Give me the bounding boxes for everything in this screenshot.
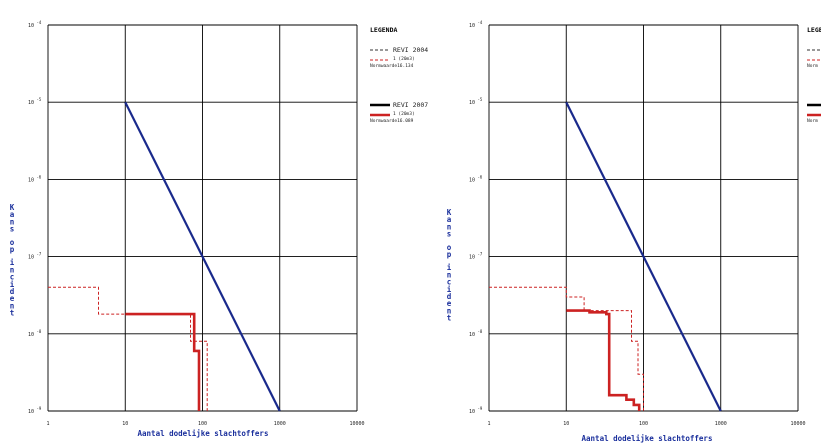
y-axis-label-char: a — [447, 215, 452, 224]
x-tick-label: 1 — [46, 421, 49, 427]
y-tick-base: 10 — [28, 409, 34, 415]
y-axis-label-char: i — [447, 263, 452, 272]
x-tick-label: 100 — [639, 421, 648, 427]
y-axis-label-char: p — [447, 250, 452, 259]
legend-norm-1: Norm — [807, 63, 818, 69]
y-tick-base: 10 — [28, 332, 34, 338]
y-axis-label-char: n — [10, 301, 15, 310]
y-tick-label: 10 -9 — [469, 406, 483, 415]
y-tick-label: 10 -6 — [28, 174, 42, 183]
x-tick-label: 1000 — [715, 421, 727, 427]
legend-norm-2: Normwaarde16.089 — [370, 118, 414, 124]
y-axis-label-char: n — [447, 306, 452, 315]
x-tick-label: 10000 — [790, 421, 805, 427]
y-axis-label-char: o — [447, 243, 452, 252]
y-axis-label-char: s — [10, 225, 15, 234]
y-tick-label: 10 -8 — [28, 329, 42, 338]
y-axis-label-char: a — [10, 210, 15, 219]
y-tick-label: 10 -8 — [469, 329, 483, 338]
series-line-1 — [489, 286, 644, 411]
y-tick-label: 10 -4 — [469, 20, 483, 29]
x-tick-label: 100 — [198, 421, 207, 427]
y-axis-label-char: s — [447, 230, 452, 239]
y-axis-label-char: t — [447, 314, 452, 323]
y-tick-base: 10 — [469, 255, 475, 261]
legend-label-2: REVI 2007 — [393, 101, 428, 109]
y-tick-exponent: -4 — [475, 20, 483, 25]
y-axis-label-char: c — [10, 273, 15, 282]
y-tick-exponent: -7 — [475, 252, 483, 257]
norm-line — [124, 101, 281, 412]
y-tick-label: 10 -5 — [469, 97, 483, 106]
legend-sub-2: 1 (20m3) — [393, 111, 415, 117]
x-tick-label: 1000 — [274, 421, 286, 427]
y-tick-base: 10 — [28, 100, 34, 106]
y-tick-label: 10 -5 — [28, 97, 42, 106]
y-tick-label: 10 -9 — [28, 406, 42, 415]
legend-sub-1: 1 (20m3) — [393, 56, 415, 62]
legend-label-1: REVI 2004 — [393, 46, 428, 54]
y-tick-exponent: -6 — [475, 174, 483, 179]
legend-title: LEGE — [807, 26, 821, 34]
y-tick-exponent: -5 — [34, 97, 42, 102]
y-tick-exponent: -6 — [34, 174, 42, 179]
y-axis-label-char: e — [10, 294, 15, 303]
y-tick-label: 10 -6 — [469, 174, 483, 183]
y-axis-label-char: t — [10, 309, 15, 318]
y-axis-label-char: n — [447, 222, 452, 231]
y-tick-exponent: -8 — [34, 329, 42, 334]
y-axis-label-char: p — [10, 245, 15, 254]
y-tick-exponent: -7 — [34, 252, 42, 257]
y-axis-label-char: K — [10, 203, 15, 212]
y-tick-base: 10 — [28, 23, 34, 29]
legend-title: LEGENDA — [370, 26, 397, 34]
series-line-2 — [125, 312, 201, 411]
y-tick-exponent: -8 — [475, 329, 483, 334]
y-axis-label-char: i — [10, 258, 15, 267]
x-axis-label: Aantal dodelijke slachtoffers — [138, 429, 269, 438]
x-tick-label: 1 — [487, 421, 490, 427]
y-tick-label: 10 -7 — [469, 252, 483, 261]
y-axis-label-char: c — [447, 278, 452, 287]
legend-norm-2: Norm — [807, 118, 818, 124]
y-tick-base: 10 — [469, 177, 475, 183]
y-tick-base: 10 — [469, 332, 475, 338]
y-axis-label-char: i — [447, 285, 452, 294]
norm-line — [565, 101, 722, 412]
y-axis-label-char: d — [10, 287, 15, 296]
y-axis-label-char: n — [447, 270, 452, 279]
y-tick-base: 10 — [469, 23, 475, 29]
y-tick-exponent: -5 — [475, 97, 483, 102]
y-axis-label-char: d — [447, 292, 452, 301]
y-axis-label-char: o — [10, 238, 15, 247]
y-tick-label: 10 -4 — [28, 20, 42, 29]
y-tick-base: 10 — [469, 409, 475, 415]
y-tick-exponent: -9 — [34, 406, 42, 411]
y-axis-label-char: n — [10, 265, 15, 274]
legend-norm-1: Normwaarde16.134 — [370, 63, 414, 69]
y-axis-label-char: n — [10, 217, 15, 226]
series-line-2 — [566, 309, 641, 411]
x-tick-label: 10 — [563, 421, 569, 427]
y-tick-label: 10 -7 — [28, 252, 42, 261]
x-tick-label: 10000 — [349, 421, 364, 427]
y-tick-base: 10 — [469, 100, 475, 106]
y-axis-label-char: e — [447, 299, 452, 308]
y-tick-base: 10 — [28, 255, 34, 261]
x-tick-label: 10 — [122, 421, 128, 427]
series-line-1 — [48, 286, 208, 411]
y-axis-label-char: K — [447, 208, 452, 217]
y-tick-base: 10 — [28, 177, 34, 183]
y-axis-label-char: i — [10, 280, 15, 289]
y-tick-exponent: -4 — [34, 20, 42, 25]
x-axis-label: Aantal dodelijke slachtoffers — [582, 434, 713, 443]
y-tick-exponent: -9 — [475, 406, 483, 411]
